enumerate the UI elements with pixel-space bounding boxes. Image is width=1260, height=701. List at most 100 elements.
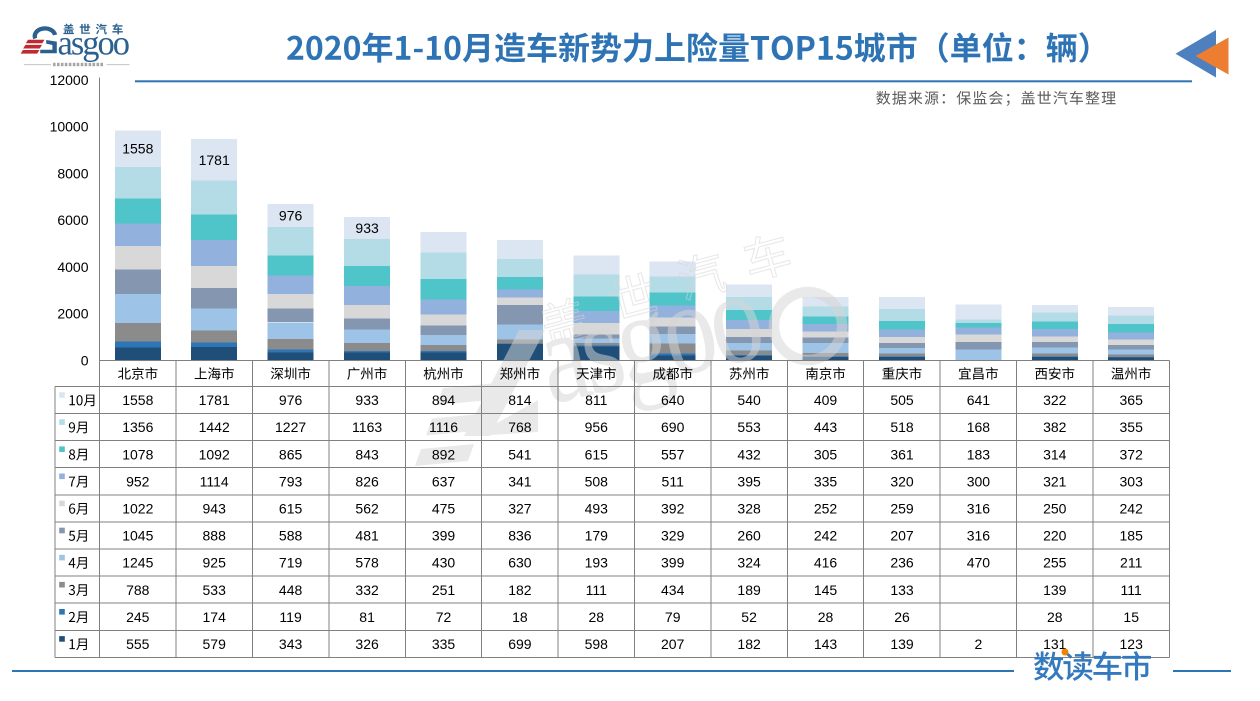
svg-text:448: 448 [279, 582, 303, 598]
svg-text:12000: 12000 [50, 72, 89, 88]
svg-text:541: 541 [508, 446, 532, 462]
svg-text:72: 72 [436, 609, 452, 625]
svg-text:329: 329 [661, 528, 685, 544]
svg-text:399: 399 [432, 528, 456, 544]
svg-text:430: 430 [432, 555, 456, 571]
svg-text:189: 189 [737, 582, 761, 598]
svg-text:508: 508 [585, 473, 609, 489]
svg-text:615: 615 [279, 501, 303, 517]
svg-text:976: 976 [279, 207, 303, 223]
svg-text:615: 615 [585, 446, 609, 462]
svg-text:409: 409 [814, 392, 838, 408]
svg-text:511: 511 [662, 473, 685, 489]
svg-text:15: 15 [1123, 609, 1139, 625]
svg-text:303: 303 [1120, 473, 1144, 489]
svg-text:2: 2 [975, 636, 983, 652]
svg-text:2000: 2000 [57, 306, 88, 322]
svg-text:481: 481 [355, 528, 379, 544]
svg-text:255: 255 [1043, 555, 1067, 571]
svg-text:1116: 1116 [429, 419, 458, 435]
svg-text:470: 470 [967, 555, 991, 571]
svg-text:493: 493 [585, 501, 609, 517]
svg-text:250: 250 [1043, 501, 1067, 517]
svg-text:6000: 6000 [57, 212, 88, 228]
svg-text:168: 168 [967, 419, 991, 435]
svg-text:28: 28 [818, 609, 834, 625]
svg-text:220: 220 [1043, 528, 1067, 544]
svg-text:956: 956 [585, 419, 609, 435]
svg-text:933: 933 [355, 392, 379, 408]
svg-text:259: 259 [890, 501, 914, 517]
svg-text:236: 236 [890, 555, 914, 571]
svg-text:637: 637 [432, 473, 456, 489]
svg-text:1092: 1092 [199, 446, 230, 462]
svg-text:578: 578 [355, 555, 379, 571]
svg-text:252: 252 [814, 501, 838, 517]
svg-text:416: 416 [814, 555, 838, 571]
svg-text:598: 598 [585, 636, 609, 652]
svg-text:933: 933 [355, 220, 379, 236]
svg-text:836: 836 [508, 528, 532, 544]
svg-text:943: 943 [203, 501, 227, 517]
svg-text:814: 814 [508, 392, 532, 408]
svg-text:0: 0 [81, 352, 89, 368]
svg-text:139: 139 [890, 636, 914, 652]
svg-text:111: 111 [586, 582, 607, 598]
svg-text:242: 242 [814, 528, 838, 544]
svg-text:327: 327 [508, 501, 532, 517]
svg-text:143: 143 [814, 636, 838, 652]
svg-text:888: 888 [203, 528, 227, 544]
svg-text:699: 699 [508, 636, 532, 652]
svg-text:365: 365 [1120, 392, 1144, 408]
svg-text:322: 322 [1043, 392, 1067, 408]
svg-text:316: 316 [967, 528, 991, 544]
svg-text:1045: 1045 [122, 528, 153, 544]
svg-text:260: 260 [737, 528, 761, 544]
svg-text:952: 952 [126, 473, 150, 489]
svg-text:640: 640 [661, 392, 685, 408]
svg-text:562: 562 [355, 501, 379, 517]
svg-text:207: 207 [661, 636, 685, 652]
svg-text:361: 361 [890, 446, 914, 462]
svg-text:320: 320 [890, 473, 914, 489]
svg-text:131: 131 [1043, 636, 1067, 652]
svg-text:1114: 1114 [200, 473, 229, 489]
svg-text:52: 52 [741, 609, 757, 625]
svg-text:26: 26 [894, 609, 910, 625]
svg-text:8000: 8000 [57, 165, 88, 181]
svg-text:1078: 1078 [122, 446, 153, 462]
svg-text:324: 324 [737, 555, 761, 571]
svg-text:326: 326 [355, 636, 379, 652]
svg-text:553: 553 [737, 419, 761, 435]
svg-text:372: 372 [1120, 446, 1144, 462]
svg-text:1356: 1356 [122, 419, 153, 435]
svg-text:719: 719 [279, 555, 303, 571]
svg-text:1227: 1227 [275, 419, 306, 435]
svg-text:434: 434 [661, 582, 685, 598]
svg-text:1558: 1558 [122, 141, 153, 157]
svg-text:826: 826 [355, 473, 379, 489]
svg-text:579: 579 [203, 636, 227, 652]
svg-text:925: 925 [203, 555, 227, 571]
svg-text:81: 81 [359, 609, 375, 625]
svg-text:305: 305 [814, 446, 838, 462]
svg-text:1163: 1163 [352, 419, 382, 435]
svg-text:119: 119 [279, 609, 302, 625]
svg-text:788: 788 [126, 582, 150, 598]
svg-text:690: 690 [661, 419, 685, 435]
svg-text:540: 540 [737, 392, 761, 408]
svg-text:475: 475 [432, 501, 456, 517]
svg-text:18: 18 [512, 609, 528, 625]
svg-text:533: 533 [203, 582, 227, 598]
svg-text:300: 300 [967, 473, 991, 489]
svg-text:316: 316 [967, 501, 991, 517]
svg-text:193: 193 [585, 555, 609, 571]
svg-text:1245: 1245 [122, 555, 153, 571]
svg-text:179: 179 [585, 528, 609, 544]
svg-text:443: 443 [814, 419, 838, 435]
svg-text:843: 843 [355, 446, 379, 462]
svg-text:432: 432 [737, 446, 761, 462]
svg-text:321: 321 [1043, 473, 1067, 489]
svg-text:894: 894 [432, 392, 456, 408]
svg-text:174: 174 [203, 609, 227, 625]
